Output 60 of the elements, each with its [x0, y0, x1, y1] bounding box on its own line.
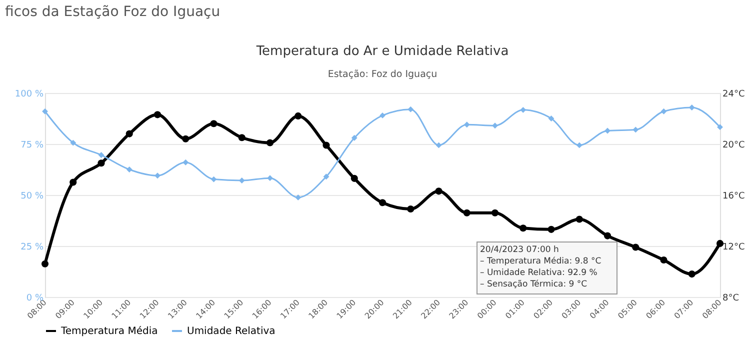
- point: [717, 124, 723, 130]
- point: [154, 111, 162, 118]
- point: [126, 166, 132, 172]
- chart-title: Temperatura do Ar e Umidade Relativa: [255, 44, 509, 59]
- point: [604, 232, 612, 240]
- point: [716, 240, 724, 247]
- point: [266, 139, 274, 146]
- point: [41, 260, 49, 268]
- point: [210, 120, 218, 128]
- point: [294, 112, 302, 120]
- point: [463, 209, 470, 216]
- point: [576, 142, 582, 148]
- point: [408, 106, 414, 112]
- point: [632, 244, 640, 251]
- point: [98, 152, 104, 158]
- y2-tick-label: 12°C: [722, 242, 745, 252]
- y-tick-label: 100 %: [14, 90, 44, 100]
- point: [688, 270, 696, 278]
- point: [548, 116, 554, 122]
- y-tick-label: 25 %: [20, 242, 44, 252]
- point: [660, 256, 668, 264]
- point: [435, 188, 442, 195]
- point: [126, 130, 133, 138]
- point: [182, 159, 189, 166]
- y2-tick-label: 20°C: [722, 140, 745, 150]
- point: [660, 108, 667, 114]
- point: [42, 108, 48, 114]
- point: [576, 216, 583, 223]
- point: [548, 226, 555, 233]
- point: [380, 112, 386, 118]
- point: [70, 178, 77, 186]
- point: [491, 209, 499, 216]
- point: [464, 122, 470, 128]
- legend-label: Umidade Relativa: [187, 326, 276, 337]
- y2-tick-label: 8°C: [722, 294, 740, 304]
- y2-tick-label: 24°C: [722, 90, 745, 100]
- point: [378, 199, 386, 206]
- chart-subtitle: Estação: Foz do Iguaçu: [328, 69, 438, 80]
- point: [604, 128, 610, 134]
- annotation: 20/4/2023 07:00 h – Temperatura Média: 9.8 °C – Umidade Relativa: 92.9 % – Sensação Térmica: 9 °C: [480, 245, 602, 290]
- point: [98, 160, 105, 167]
- y-tick-label: 75 %: [20, 140, 44, 150]
- point: [182, 135, 190, 142]
- point: [492, 122, 498, 129]
- text: ficos da Estação Foz do Iguaçu: [5, 4, 220, 20]
- y-tick-label: 50 %: [20, 192, 44, 202]
- point: [351, 134, 358, 141]
- y2-tick-label: 16°C: [722, 192, 745, 202]
- point: [407, 205, 414, 213]
- point: [70, 140, 76, 146]
- point: [350, 174, 358, 182]
- point: [238, 134, 246, 142]
- point: [632, 126, 639, 133]
- point: [323, 174, 330, 180]
- point: [520, 224, 527, 232]
- point: [322, 142, 330, 149]
- point: [154, 172, 160, 179]
- point: [267, 175, 273, 182]
- legend-label: Temperatura Média: [60, 326, 158, 337]
- point: [295, 194, 302, 200]
